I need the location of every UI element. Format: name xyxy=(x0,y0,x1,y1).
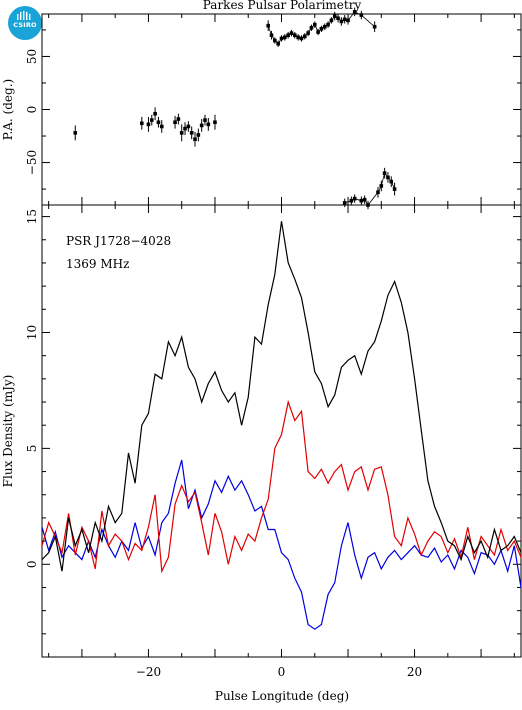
pa-point xyxy=(372,24,377,29)
pa-y-tick-label: 0 xyxy=(25,106,39,114)
flux-axis-ticks: 0 5 10 15 −20 0 20 xyxy=(25,205,521,679)
pa-point xyxy=(193,137,197,142)
pa-data-points xyxy=(73,7,397,210)
pa-point xyxy=(179,131,184,135)
chart-title: Parkes Pulsar Polarimetry xyxy=(203,0,362,12)
pa-point xyxy=(153,111,157,116)
flux-y-tick-label: 0 xyxy=(25,560,39,568)
flux-y-tick-label: 15 xyxy=(25,209,39,224)
flux-panel-frame xyxy=(41,204,522,658)
pa-panel-frame xyxy=(41,13,522,206)
flux-series-line xyxy=(42,399,521,574)
pa-point xyxy=(149,118,154,122)
pa-point xyxy=(159,124,164,129)
pa-axis-ticks: −50 0 50 xyxy=(25,14,521,205)
pa-connector-line xyxy=(267,11,375,45)
flux-y-axis-label: Flux Density (mJy) xyxy=(1,375,15,488)
pa-y-tick-label: −50 xyxy=(25,150,39,175)
csiro-logo xyxy=(8,6,42,40)
pa-y-tick-label: 50 xyxy=(25,49,39,64)
pa-point xyxy=(183,126,187,131)
pa-point xyxy=(206,122,211,127)
csiro-logo-text: CSIRO xyxy=(13,21,37,29)
pa-point xyxy=(176,117,181,121)
pa-point xyxy=(73,131,78,135)
pa-point xyxy=(196,133,201,137)
flux-x-tick-label: 0 xyxy=(278,665,286,679)
pa-point xyxy=(203,118,207,122)
pa-point xyxy=(199,123,204,128)
flux-series-lines xyxy=(42,221,521,630)
pulsar-name-annotation: PSR J1728−4028 xyxy=(66,234,171,248)
pa-y-axis-label: P.A. (deg.) xyxy=(1,79,15,140)
flux-x-axis-label: Pulse Longitude (deg) xyxy=(215,689,349,703)
flux-series-line xyxy=(42,459,521,630)
flux-series-line xyxy=(42,221,521,572)
pa-point xyxy=(213,120,217,125)
flux-y-tick-label: 10 xyxy=(25,325,39,340)
pa-point xyxy=(156,120,161,125)
pa-point xyxy=(139,121,144,126)
frequency-annotation: 1369 MHz xyxy=(66,257,129,271)
pa-connector-line xyxy=(344,172,395,206)
pa-point xyxy=(173,120,177,125)
flux-x-tick-label: −20 xyxy=(136,665,161,679)
pa-point xyxy=(189,131,194,135)
pa-point xyxy=(186,124,191,129)
pa-point xyxy=(266,23,270,28)
pa-point xyxy=(146,122,151,127)
csiro-logo-bars-icon xyxy=(17,11,31,20)
flux-y-tick-label: 5 xyxy=(25,445,39,453)
flux-x-tick-label: 20 xyxy=(407,665,422,679)
